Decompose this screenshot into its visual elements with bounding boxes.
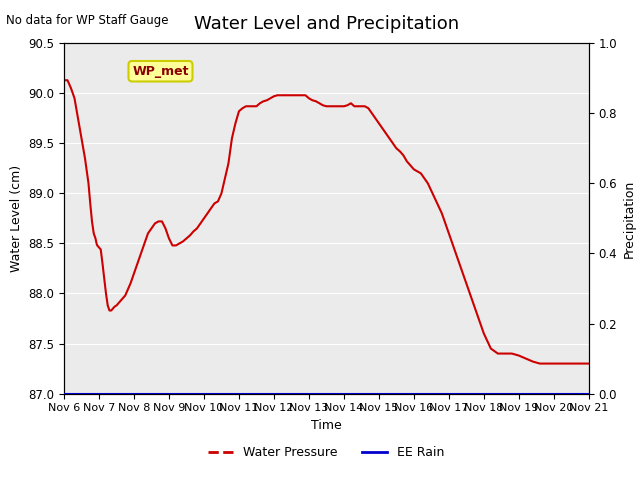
X-axis label: Time: Time: [311, 419, 342, 432]
Y-axis label: Precipitation: Precipitation: [623, 179, 636, 258]
Legend: Water Pressure, EE Rain: Water Pressure, EE Rain: [203, 442, 450, 465]
Text: No data for WP Staff Gauge: No data for WP Staff Gauge: [6, 14, 169, 27]
Text: WP_met: WP_met: [132, 65, 189, 78]
Title: Water Level and Precipitation: Water Level and Precipitation: [194, 15, 459, 33]
Y-axis label: Water Level (cm): Water Level (cm): [10, 165, 23, 272]
